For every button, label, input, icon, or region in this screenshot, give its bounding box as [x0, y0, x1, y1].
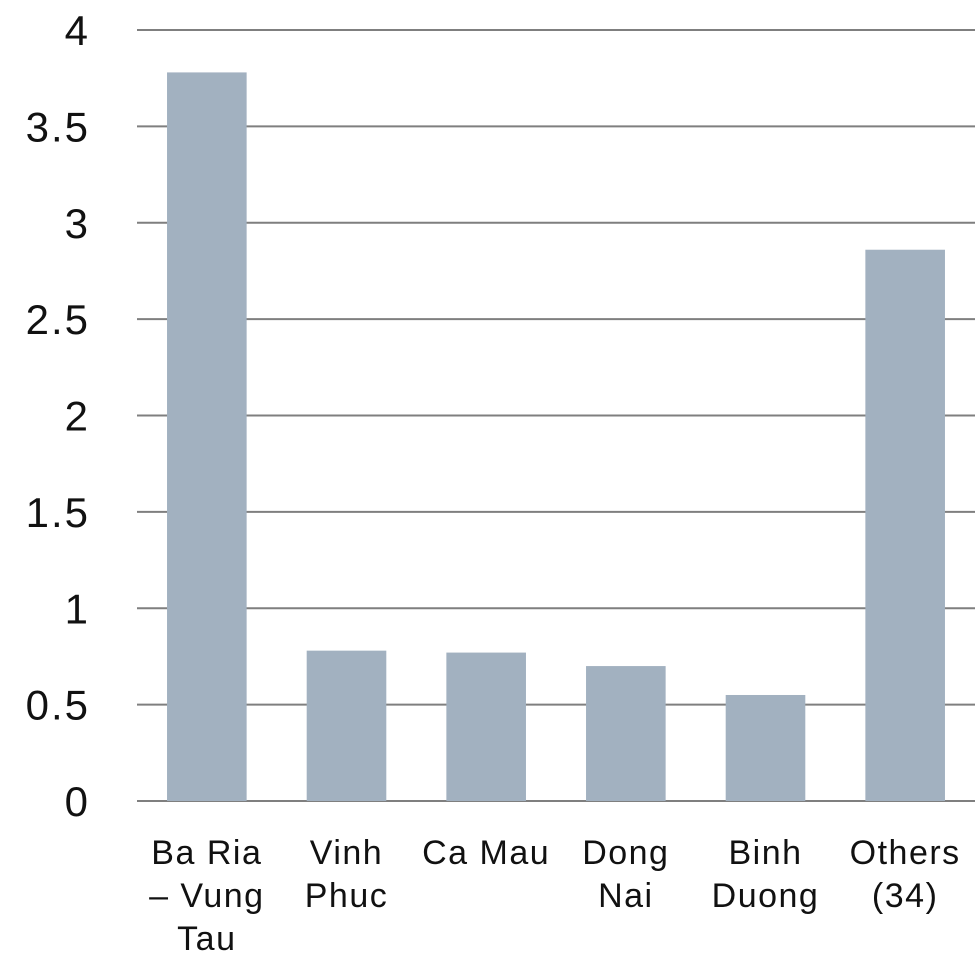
bar — [306, 650, 387, 801]
y-tick-label: 0 — [65, 778, 90, 825]
x-category-label-line: Binh — [728, 834, 802, 872]
bar — [167, 72, 247, 801]
y-tick-label: 3.5 — [26, 103, 90, 150]
x-category-label: Ca Mau — [422, 834, 550, 872]
x-category-label: Dong Nai — [582, 834, 669, 915]
x-category-label: Vinh Phuc — [305, 834, 389, 915]
y-tick-labels: 0 0.5 1 1.5 2 2.5 3 3.5 4 — [26, 7, 90, 825]
y-tick-label: 2.5 — [26, 296, 90, 343]
x-category-label-line: Duong — [712, 877, 820, 915]
x-category-label-line: Phuc — [305, 877, 389, 915]
bar — [446, 652, 526, 801]
bar — [586, 666, 666, 801]
bars — [167, 72, 945, 802]
y-tick-label: 0.5 — [26, 682, 90, 729]
x-category-labels: Ba Ria – Vung Tau Vinh Phuc Ca Mau Dong Nai Binh… — [149, 834, 961, 958]
x-category-label-line: Ca Mau — [422, 834, 550, 872]
x-category-label-line: Others — [850, 834, 961, 872]
gridlines — [137, 29, 975, 802]
y-tick-label: 2 — [65, 393, 90, 440]
bar — [725, 694, 806, 801]
x-category-label-line: Tau — [177, 920, 236, 958]
x-category-label: Binh Duong — [712, 834, 820, 915]
x-category-label-line: Nai — [598, 877, 654, 915]
x-category-label-line: (34) — [872, 877, 938, 915]
y-tick-label: 3 — [65, 200, 90, 247]
x-category-label-line: Ba Ria — [151, 834, 262, 872]
y-tick-label: 1 — [65, 585, 90, 632]
x-category-label: Others (34) — [850, 834, 961, 915]
x-category-label-line: Dong — [582, 834, 669, 872]
x-category-label: Ba Ria – Vung Tau — [149, 834, 265, 958]
x-category-label-line: Vinh — [310, 834, 383, 872]
y-tick-label: 1.5 — [26, 489, 90, 536]
y-tick-label: 4 — [65, 7, 90, 54]
bar — [865, 249, 945, 802]
x-category-label-line: – Vung — [149, 877, 265, 915]
